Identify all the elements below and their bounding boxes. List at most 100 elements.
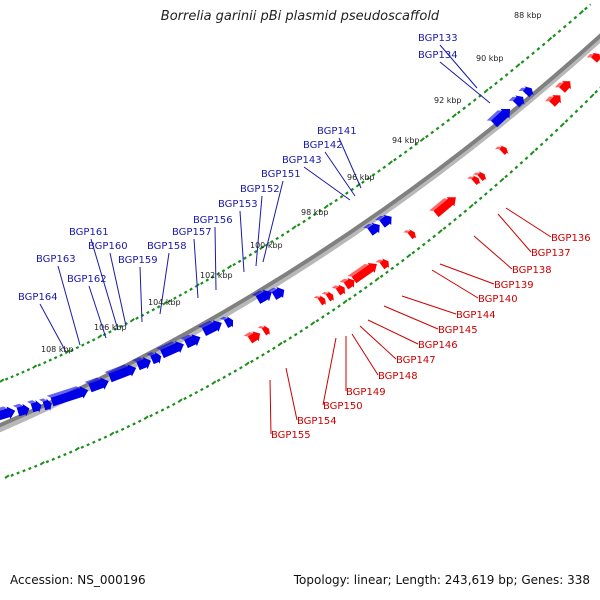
- inner-tick: [92, 440, 96, 444]
- outer-tick: [259, 245, 265, 250]
- outer-tick: [119, 324, 123, 329]
- inner-tick: [458, 213, 463, 218]
- inner-tick: [584, 99, 589, 104]
- leader-line: [88, 285, 107, 339]
- outer-tick: [339, 194, 344, 199]
- forward-gene-label: BGP160: [88, 241, 128, 252]
- forward-gene-label: BGP158: [147, 241, 187, 252]
- inner-tick: [483, 192, 488, 196]
- inner-tick: [519, 160, 524, 165]
- forward-gene-arrow: [180, 334, 201, 349]
- forward-gene-arrow: [26, 400, 42, 413]
- inner-tick: [115, 430, 119, 434]
- outer-tick: [483, 88, 489, 94]
- outer-tick: [10, 375, 14, 379]
- inner-tick: [33, 464, 38, 468]
- outer-tick: [173, 296, 177, 300]
- outer-tick: [253, 249, 258, 254]
- reverse-gene-label: BGP149: [346, 387, 386, 398]
- inner-tick: [80, 445, 85, 449]
- outer-tick: [557, 29, 562, 34]
- inner-tick-ring: [4, 86, 600, 479]
- outer-tick: [200, 281, 204, 285]
- outer-tick: [146, 310, 150, 315]
- outer-tick: [414, 142, 419, 147]
- reverse-gene-arrow: [313, 295, 327, 306]
- forward-gene-arrow: [486, 108, 511, 128]
- forward-gene-label: BGP151: [261, 169, 301, 180]
- scale-label: 102 kbp: [200, 271, 233, 280]
- reverse-gene-arrow: [339, 277, 355, 290]
- inner-tick: [304, 325, 309, 330]
- inner-tick: [453, 217, 457, 222]
- outer-tick: [59, 353, 63, 357]
- scale-label: 100 kbp: [250, 241, 283, 250]
- leader-line: [473, 235, 513, 270]
- outer-tick: [504, 73, 509, 77]
- inner-tick: [489, 187, 493, 192]
- forward-gene-arrow: [267, 287, 285, 300]
- outer-tick: [568, 20, 572, 25]
- scale-label: 104 kbp: [148, 298, 181, 307]
- reverse-gene-label: BGP139: [494, 280, 534, 291]
- forward-gene-arrow: [156, 341, 184, 359]
- outer-tick: [248, 253, 253, 257]
- inner-tick: [188, 393, 193, 398]
- inner-tick: [250, 359, 254, 364]
- forward-gene-arrow: [12, 403, 30, 417]
- inner-tick: [468, 203, 474, 209]
- reverse-gene-arrow: [429, 197, 456, 218]
- inner-tick: [385, 270, 389, 275]
- outer-tick: [237, 259, 242, 264]
- inner-tick: [45, 460, 50, 464]
- inner-tick: [594, 89, 599, 94]
- outer-tick: [430, 130, 435, 135]
- inner-tick: [478, 196, 483, 201]
- forward-gene-arrow: [219, 316, 234, 328]
- outer-tick: [97, 334, 103, 339]
- inner-tick: [504, 174, 509, 179]
- inner-tick: [589, 93, 595, 99]
- inner-tick: [272, 346, 276, 350]
- leader-line: [90, 238, 119, 331]
- outer-tick: [275, 236, 280, 241]
- inner-tick: [86, 443, 90, 447]
- outer-tick: [48, 358, 52, 362]
- reverse-gene-arrow: [544, 95, 561, 107]
- outer-tick: [377, 169, 381, 173]
- forward-gene-label: BGP143: [282, 155, 322, 166]
- outer-tick: [446, 118, 451, 123]
- leader-line: [351, 333, 379, 376]
- inner-tick: [564, 119, 569, 123]
- reverse-gene-arrow: [257, 325, 271, 336]
- outer-tick: [270, 240, 274, 244]
- reverse-gene-arrow: [495, 145, 509, 155]
- forward-gene-label: BGP164: [18, 292, 58, 303]
- leader-line: [109, 252, 127, 327]
- inner-tick: [390, 266, 395, 271]
- map-title: Borrelia garinii pBi plasmid pseudoscaff…: [160, 9, 440, 24]
- inner-tick: [154, 411, 159, 415]
- inner-tick: [442, 226, 447, 230]
- inner-tick: [171, 402, 176, 407]
- outer-tick: [494, 81, 498, 86]
- forward-gene-arrow: [84, 377, 109, 393]
- forward-gene-arrow: [132, 357, 151, 371]
- inner-tick: [233, 369, 238, 373]
- outer-tick: [456, 110, 461, 115]
- outer-tick: [221, 269, 226, 273]
- inner-tick: [132, 422, 136, 426]
- inner-tick: [320, 315, 325, 319]
- forward-gene-label: BGP156: [193, 215, 233, 226]
- outer-tick: [515, 63, 521, 69]
- outer-tick: [135, 316, 139, 320]
- inner-tick: [342, 299, 348, 305]
- inner-tick: [374, 276, 380, 282]
- leader-line: [255, 195, 263, 267]
- outer-tick: [334, 198, 339, 203]
- scale-label: 98 kbp: [301, 208, 329, 217]
- outer-tick: [64, 349, 70, 355]
- outer-tick: [4, 377, 9, 381]
- inner-tick: [310, 321, 316, 326]
- inner-tick: [529, 150, 535, 156]
